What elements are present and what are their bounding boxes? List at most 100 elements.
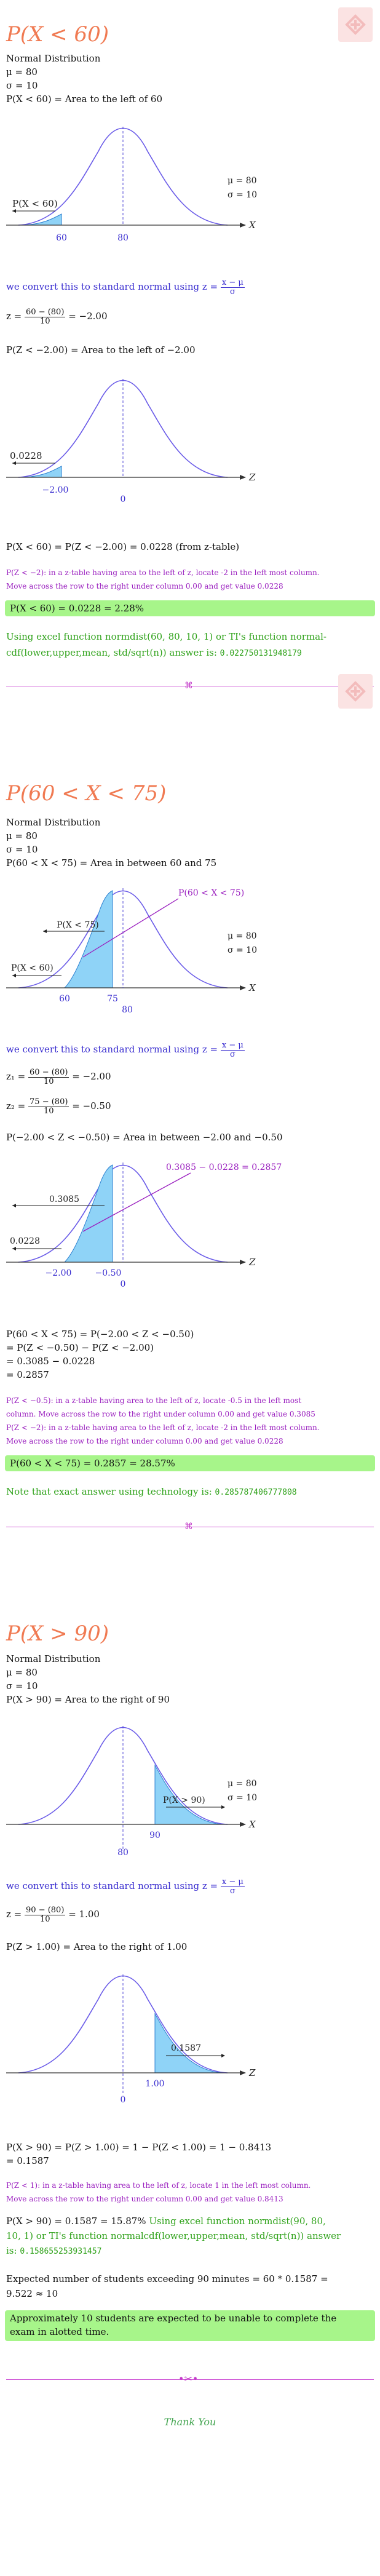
section-heading: P(X < 60) <box>6 22 109 47</box>
calc-line: = 0.1587 <box>6 2155 49 2166</box>
calc-line: = 0.2857 <box>6 1369 49 1380</box>
note-line: Move across the row to the right under c… <box>6 1437 283 1445</box>
result-line: P(X < 60) = P(Z < −2.00) = 0.0228 (from … <box>6 541 240 552</box>
axis-label: Z <box>248 472 256 483</box>
tick-label: 80 <box>122 1005 133 1015</box>
divider-ornament-icon: ⌘ <box>184 681 193 691</box>
axis-label: X <box>248 1819 256 1830</box>
region-label: P(X > 90) <box>163 1795 205 1805</box>
excel-line: 10, 1) or TI's function normalcdf(lower,… <box>6 2230 341 2241</box>
text-line: P(X > 90) = Area to the right of 90 <box>6 1694 170 1705</box>
mu-label: μ = 80 <box>228 931 257 941</box>
note-line: P(Z < −2): in a z-table having area to t… <box>6 568 320 577</box>
region-label: P(X < 60) <box>12 198 58 209</box>
section-p-60-x-75: P(60 < X < 75) Normal Distribution μ = 8… <box>0 757 380 1593</box>
calc-line: P(60 < X < 75) = P(−2.00 < Z < −0.50) <box>6 1329 194 1340</box>
divider <box>6 2379 374 2380</box>
tick-label: 1.00 <box>145 2079 164 2089</box>
watermark-badge-icon <box>338 7 373 42</box>
tick-label: −0.50 <box>95 1268 122 1278</box>
value-label-b: 0.0228 <box>10 1236 40 1246</box>
excel-line: Using excel function normdist(60, 80, 10… <box>6 631 327 642</box>
convert-text: we convert this to standard normal using… <box>6 278 245 296</box>
tech-line: Note that exact answer using technology … <box>6 1486 297 1497</box>
mu-label: μ = 80 <box>228 1779 257 1789</box>
text-line: σ = 10 <box>6 80 38 91</box>
normal-curve-chart-z: 0.1587 0 1.00 Z <box>6 1974 256 2104</box>
expected-line: Expected number of students exceeding 90… <box>6 2273 328 2284</box>
value-label: 0.1587 <box>171 2043 201 2053</box>
section-heading: P(X > 90) <box>6 1621 109 1646</box>
answer-highlight: P(X < 60) = 0.0228 = 2.28% <box>5 600 375 616</box>
region-label-b: P(X < 60) <box>11 963 53 973</box>
normal-curve-chart-x: P(X < 60) 60 80 X μ = 80 σ = 10 <box>6 127 257 243</box>
z1-calc: z₁ = 60 − (80) 10 = −2.00 <box>6 1068 111 1086</box>
text-line: σ = 10 <box>6 1680 38 1691</box>
text-line: P(60 < X < 75) = Area in between 60 and … <box>6 857 217 869</box>
section-p-x-less-60: P(X < 60) Normal Distribution μ = 80 σ =… <box>0 0 380 757</box>
sigma-label: σ = 10 <box>228 190 257 200</box>
text-line: P(X < 60) = Area to the left of 60 <box>6 93 162 105</box>
text-line: μ = 80 <box>6 1667 38 1678</box>
tick-label: 0 <box>121 2095 126 2104</box>
z-calc: z = 60 − (80) 10 = −2.00 <box>6 308 108 326</box>
convert-text: we convert this to standard normal using… <box>6 1877 245 1896</box>
value-label-a: 0.3085 <box>49 1195 79 1204</box>
pz-line: P(−2.00 < Z < −0.50) = Area in between −… <box>6 1132 283 1143</box>
normal-curve-chart-x: P(X > 90) 80 90 X μ = 80 σ = 10 <box>6 1726 257 1855</box>
axis-label: X <box>248 982 256 993</box>
answer-highlight: P(60 < X < 75) = 0.2857 = 28.57% <box>5 1455 375 1471</box>
axis-label: Z <box>248 1257 256 1268</box>
divider-ornament-icon: ⌘ <box>184 1522 193 1532</box>
ornament-icon: •✂• <box>178 2373 199 2385</box>
thank-you-text: Thank You <box>164 2416 216 2428</box>
text-line: Normal Distribution <box>6 817 101 828</box>
text-line: Normal Distribution <box>6 1653 101 1664</box>
convert-text: we convert this to standard normal using… <box>6 1041 245 1059</box>
tick-label: 60 <box>59 994 70 1004</box>
value-label: 0.0228 <box>10 450 42 461</box>
tick-label: 80 <box>117 233 129 243</box>
pz-line: P(Z > 1.00) = Area to the right of 1.00 <box>6 1941 188 1952</box>
text-line: μ = 80 <box>6 830 38 841</box>
text-line: σ = 10 <box>6 844 38 855</box>
excel-line: is: 0.158655253931457 <box>6 2245 102 2256</box>
tick-label: 0 <box>121 495 126 504</box>
axis-label: X <box>248 220 256 231</box>
tick-label: 90 <box>149 1831 160 1840</box>
text-line: μ = 80 <box>6 66 38 78</box>
section-p-x-greater-90: P(X > 90) Normal Distribution μ = 80 σ =… <box>0 1593 380 2576</box>
pz-line: P(Z < −2.00) = Area to the left of −2.00 <box>6 344 196 356</box>
z-calc: z = 90 − (80) 10 = 1.00 <box>6 1906 100 1924</box>
sigma-label: σ = 10 <box>228 1793 257 1803</box>
tick-label: 0 <box>121 1279 126 1289</box>
region-label-top: 0.3085 − 0.0228 = 0.2857 <box>166 1163 282 1172</box>
normal-curve-chart-z: 0.0228 −2.00 0 Z <box>6 379 256 504</box>
answer-highlight: Approximately 10 students are expected t… <box>5 2310 375 2341</box>
watermark-badge-icon <box>338 674 373 709</box>
tick-label: 60 <box>56 233 67 243</box>
calc-line: = 0.3085 − 0.0228 <box>6 1356 95 1367</box>
note-line: Move across the row to the right under c… <box>6 582 283 590</box>
mu-label: μ = 80 <box>228 176 257 186</box>
section-heading: P(60 < X < 75) <box>6 781 167 806</box>
tick-label: 80 <box>117 1848 129 1855</box>
note-line: P(Z < 1): in a z-table having area to th… <box>6 2181 311 2190</box>
tick-label: −2.00 <box>42 485 69 495</box>
region-label-top: P(60 < X < 75) <box>178 888 244 898</box>
note-line: P(Z < −0.5): in a z-table having area to… <box>6 1396 302 1405</box>
excel-line: cdf(lower,upper,mean, std/sqrt(n)) answe… <box>6 647 302 658</box>
result-line: P(X > 90) = 0.1587 = 15.87% Using excel … <box>6 2216 326 2227</box>
note-line: Move across the row to the right under c… <box>6 2195 283 2203</box>
sigma-label: σ = 10 <box>228 945 257 955</box>
z2-calc: z₂ = 75 − (80) 10 = −0.50 <box>6 1097 111 1116</box>
tick-label: −2.00 <box>46 1268 72 1278</box>
region-label-a: P(X < 75) <box>57 920 99 930</box>
normal-curve-chart-z: 0.3085 0.0228 0.3085 − 0.0228 = 0.2857 −… <box>6 1163 282 1289</box>
note-line: column. Move across the row to the right… <box>6 1410 315 1418</box>
calc-line: P(X > 90) = P(Z > 1.00) = 1 − P(Z < 1.00… <box>6 2142 272 2153</box>
expected-line: 9.522 ≈ 10 <box>6 2288 58 2299</box>
tick-label: 75 <box>107 994 118 1004</box>
text-line: Normal Distribution <box>6 53 101 64</box>
